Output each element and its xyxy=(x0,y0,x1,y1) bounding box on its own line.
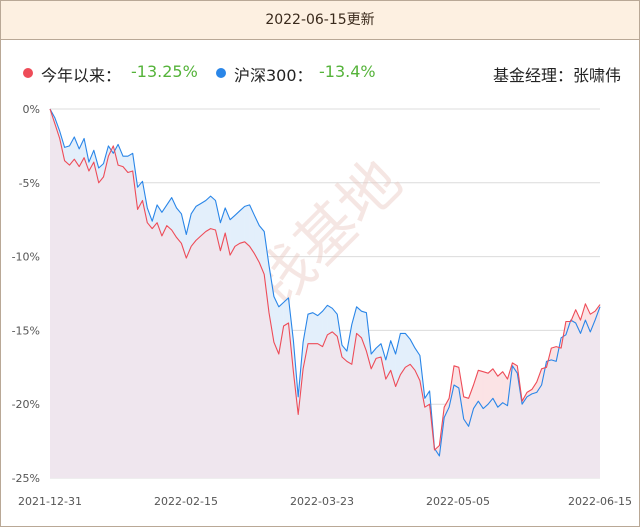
series-areas xyxy=(49,108,601,478)
gap-band xyxy=(453,365,460,389)
legend-label-index: 沪深300： xyxy=(234,66,313,85)
series-lines xyxy=(49,108,601,457)
gap-band xyxy=(497,371,503,408)
y-tick-label: 0% xyxy=(23,103,40,116)
fund-manager: 基金经理：张啸伟 xyxy=(492,66,621,85)
fund-line xyxy=(49,108,601,451)
legend-value-index: -13.4% xyxy=(319,62,376,81)
gap-band xyxy=(205,195,211,232)
gap-band xyxy=(239,205,245,244)
x-axis-ticks: 2021-12-31 2022-02-15 2022-03-23 2022-05-05… xyxy=(18,495,632,508)
y-tick-label: -15% xyxy=(12,324,40,337)
gap-band xyxy=(210,195,216,231)
gap-band xyxy=(356,306,362,339)
gap-band xyxy=(244,204,250,247)
x-tick-label: 2022-06-15 xyxy=(568,495,632,508)
gap-band xyxy=(307,312,314,344)
y-tick-label: -10% xyxy=(12,251,40,264)
gap-band xyxy=(551,346,557,362)
x-tick-label: 2021-12-31 xyxy=(18,495,82,508)
fund-area xyxy=(50,109,600,478)
gap-band xyxy=(249,204,255,255)
gap-band xyxy=(195,203,202,241)
legend-label-fund: 今年以来： xyxy=(41,66,122,85)
gap-band xyxy=(317,310,323,348)
gap-band xyxy=(482,371,489,410)
gap-band xyxy=(327,304,333,336)
gap-band xyxy=(502,370,508,407)
gap-band xyxy=(166,196,172,231)
index-line xyxy=(49,108,601,457)
gap-band xyxy=(234,210,241,247)
legend-dot-index xyxy=(216,68,226,78)
y-tick-label: -25% xyxy=(12,472,40,485)
gap-band xyxy=(200,200,207,237)
update-header: 2022-06-15更新 xyxy=(1,1,639,40)
legend: 今年以来： -13.25% 沪深300： -13.4% 基金经理：张啸伟 xyxy=(1,61,639,87)
x-tick-label: 2022-05-05 xyxy=(426,495,490,508)
y-axis-ticks: 0% -5% -10% -15% -20% -25% xyxy=(12,103,40,485)
legend-value-fund: -13.25% xyxy=(131,62,198,81)
x-tick-label: 2022-02-15 xyxy=(154,495,218,508)
y-tick-label: -5% xyxy=(19,177,40,190)
legend-dot-fund xyxy=(23,68,33,78)
gap-band xyxy=(312,312,318,344)
y-tick-label: -20% xyxy=(12,398,40,411)
x-tick-label: 2022-03-23 xyxy=(290,495,354,508)
